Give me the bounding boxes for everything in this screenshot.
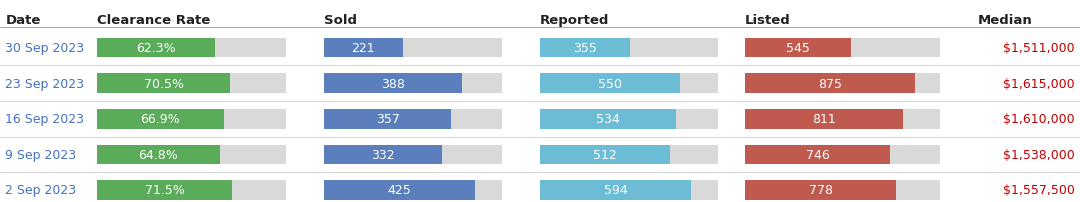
Text: Listed: Listed [745, 14, 791, 27]
Text: 746: 746 [806, 148, 829, 161]
Text: 388: 388 [381, 77, 405, 90]
Text: 62.3%: 62.3% [136, 42, 176, 55]
Bar [540, 109, 676, 129]
Bar [97, 74, 286, 94]
Bar [540, 145, 718, 164]
Bar [324, 145, 443, 164]
Text: 66.9%: 66.9% [140, 113, 180, 126]
Text: 594: 594 [604, 183, 627, 196]
Text: Clearance Rate: Clearance Rate [97, 14, 211, 27]
Text: 9 Sep 2023: 9 Sep 2023 [5, 148, 77, 161]
Bar [324, 109, 451, 129]
Text: 357: 357 [376, 113, 400, 126]
Text: 16 Sep 2023: 16 Sep 2023 [5, 113, 84, 126]
Bar [540, 39, 631, 58]
Bar [745, 109, 903, 129]
Text: 534: 534 [596, 113, 620, 126]
Bar [540, 180, 691, 200]
Bar [745, 180, 940, 200]
Bar [97, 39, 286, 58]
Text: 71.5%: 71.5% [145, 183, 185, 196]
Text: 545: 545 [786, 42, 810, 55]
Bar [324, 74, 462, 94]
Text: Date: Date [5, 14, 41, 27]
Text: 2 Sep 2023: 2 Sep 2023 [5, 183, 77, 196]
Bar [745, 109, 940, 129]
Bar [97, 180, 286, 200]
Text: 23 Sep 2023: 23 Sep 2023 [5, 77, 84, 90]
Text: $1,557,500: $1,557,500 [1002, 183, 1075, 196]
Text: 512: 512 [593, 148, 617, 161]
Bar [540, 74, 718, 94]
Text: $1,538,000: $1,538,000 [1003, 148, 1075, 161]
Bar [324, 145, 502, 164]
Bar [97, 39, 215, 58]
Bar [745, 145, 940, 164]
Bar [97, 145, 219, 164]
Bar [540, 39, 718, 58]
Text: 811: 811 [812, 113, 836, 126]
Bar [540, 145, 671, 164]
Text: 70.5%: 70.5% [144, 77, 184, 90]
Text: $1,615,000: $1,615,000 [1003, 77, 1075, 90]
Bar [540, 109, 718, 129]
Text: 875: 875 [819, 77, 842, 90]
Bar [540, 180, 718, 200]
Bar [324, 39, 403, 58]
Text: Sold: Sold [324, 14, 357, 27]
Bar [97, 180, 232, 200]
Bar [324, 39, 502, 58]
Bar [745, 39, 851, 58]
Bar [745, 74, 940, 94]
Text: 550: 550 [598, 77, 622, 90]
Bar [745, 39, 940, 58]
Bar [97, 109, 286, 129]
Bar [324, 180, 475, 200]
Text: 778: 778 [809, 183, 833, 196]
Bar [745, 74, 916, 94]
Text: 332: 332 [372, 148, 395, 161]
Bar [324, 74, 502, 94]
Text: 221: 221 [352, 42, 375, 55]
Bar [540, 74, 680, 94]
Text: 425: 425 [388, 183, 411, 196]
Text: 64.8%: 64.8% [138, 148, 178, 161]
Bar [97, 109, 224, 129]
Bar [745, 180, 896, 200]
Bar [97, 145, 286, 164]
Bar [324, 109, 502, 129]
Text: Median: Median [977, 14, 1032, 27]
Text: 355: 355 [573, 42, 597, 55]
Bar [97, 74, 230, 94]
Bar [745, 145, 890, 164]
Text: 30 Sep 2023: 30 Sep 2023 [5, 42, 84, 55]
Text: $1,610,000: $1,610,000 [1003, 113, 1075, 126]
Bar [324, 180, 502, 200]
Text: $1,511,000: $1,511,000 [1003, 42, 1075, 55]
Text: Reported: Reported [540, 14, 609, 27]
